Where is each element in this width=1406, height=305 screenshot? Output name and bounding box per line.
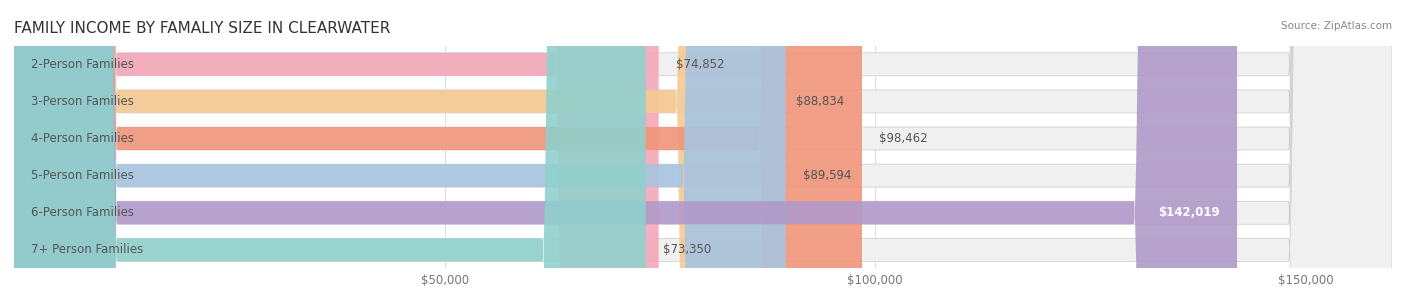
FancyBboxPatch shape xyxy=(14,0,786,305)
FancyBboxPatch shape xyxy=(14,0,1392,305)
FancyBboxPatch shape xyxy=(14,0,1392,305)
Text: 2-Person Families: 2-Person Families xyxy=(31,58,135,71)
FancyBboxPatch shape xyxy=(14,0,862,305)
FancyBboxPatch shape xyxy=(14,0,1392,305)
Text: $73,350: $73,350 xyxy=(664,243,711,256)
Text: Source: ZipAtlas.com: Source: ZipAtlas.com xyxy=(1281,21,1392,31)
Text: 5-Person Families: 5-Person Families xyxy=(31,169,134,182)
Text: FAMILY INCOME BY FAMALIY SIZE IN CLEARWATER: FAMILY INCOME BY FAMALIY SIZE IN CLEARWA… xyxy=(14,21,391,36)
Text: $74,852: $74,852 xyxy=(676,58,724,71)
FancyBboxPatch shape xyxy=(14,0,658,305)
Text: $88,834: $88,834 xyxy=(796,95,845,108)
Text: $89,594: $89,594 xyxy=(803,169,852,182)
FancyBboxPatch shape xyxy=(14,0,645,305)
Text: 7+ Person Families: 7+ Person Families xyxy=(31,243,143,256)
FancyBboxPatch shape xyxy=(14,0,1392,305)
Text: 6-Person Families: 6-Person Families xyxy=(31,206,135,219)
FancyBboxPatch shape xyxy=(14,0,1392,305)
Text: $98,462: $98,462 xyxy=(879,132,928,145)
Text: 4-Person Families: 4-Person Families xyxy=(31,132,135,145)
FancyBboxPatch shape xyxy=(14,0,779,305)
FancyBboxPatch shape xyxy=(14,0,1237,305)
Text: $142,019: $142,019 xyxy=(1159,206,1220,219)
Text: 3-Person Families: 3-Person Families xyxy=(31,95,134,108)
FancyBboxPatch shape xyxy=(14,0,1392,305)
